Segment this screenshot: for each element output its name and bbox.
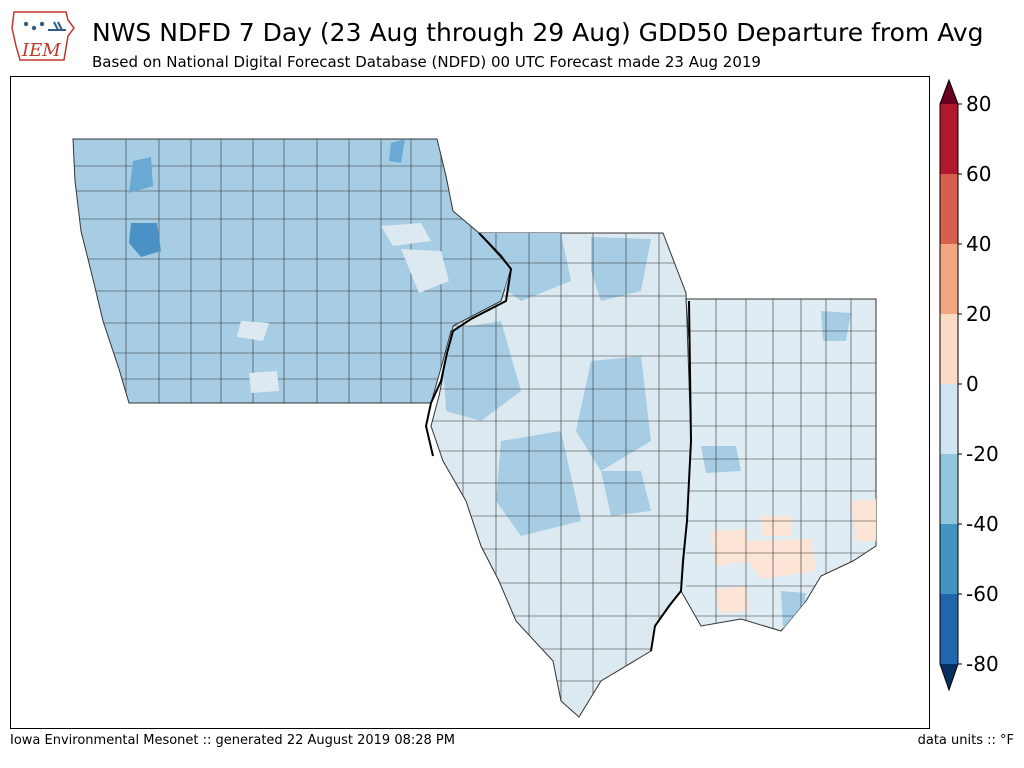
map-title: NWS NDFD 7 Day (23 Aug through 29 Aug) G… bbox=[92, 18, 984, 47]
logo-dot bbox=[39, 21, 45, 27]
warm-patch bbox=[716, 586, 749, 613]
legend-bin bbox=[940, 104, 958, 174]
cool-patch bbox=[441, 321, 521, 421]
cool-patch bbox=[701, 446, 741, 473]
legend-colorbar: 80 60 40 20 0 -20 -40 -60 -80 bbox=[939, 78, 999, 692]
legend-arrow-top bbox=[940, 80, 958, 104]
legend-bin bbox=[940, 174, 958, 244]
cold-patch bbox=[389, 139, 405, 163]
legend-tick-label: 20 bbox=[966, 302, 991, 326]
cool-patch bbox=[591, 237, 651, 301]
iowa-region bbox=[72, 138, 512, 404]
warm-patch bbox=[851, 499, 876, 541]
logo-text: IEM bbox=[21, 40, 61, 61]
warm-patch bbox=[761, 516, 791, 536]
cool-patch bbox=[821, 311, 851, 341]
footer-credit: Iowa Environmental Mesonet :: generated … bbox=[10, 733, 455, 748]
wabash-river-line bbox=[650, 300, 693, 652]
legend-bin bbox=[940, 244, 958, 314]
cool-patch bbox=[249, 371, 279, 393]
illinois-county-lines bbox=[431, 233, 691, 717]
cold-patch bbox=[129, 223, 161, 257]
footer-units: data units :: °F bbox=[917, 733, 1014, 748]
cool-patch bbox=[576, 356, 651, 471]
map-frame bbox=[10, 76, 930, 729]
cool-patch bbox=[237, 321, 269, 341]
cool-patch bbox=[401, 249, 449, 293]
iowa-anomaly-patches bbox=[129, 139, 449, 393]
warm-patch bbox=[746, 539, 816, 579]
warm-patch bbox=[711, 529, 751, 566]
cool-patch bbox=[381, 223, 431, 246]
legend-tick-label: -60 bbox=[966, 582, 999, 606]
map-subtitle: Based on National Digital Forecast Datab… bbox=[92, 53, 761, 71]
cool-patch bbox=[781, 591, 806, 629]
cool-patch bbox=[496, 431, 581, 536]
iem-logo: IEM bbox=[11, 11, 75, 61]
indiana-county-lines bbox=[686, 299, 876, 631]
legend-arrow-bottom bbox=[940, 664, 958, 690]
legend-tick-label: -80 bbox=[966, 652, 999, 676]
legend-tick-labels: 80 60 40 20 0 -20 -40 -60 -80 bbox=[966, 92, 999, 676]
legend-tick-label: 0 bbox=[966, 372, 979, 396]
legend-bin bbox=[940, 454, 958, 524]
legend-tick-label: 80 bbox=[966, 92, 991, 116]
cold-patch bbox=[129, 157, 153, 193]
legend-bin bbox=[940, 314, 958, 384]
legend-bin bbox=[940, 594, 958, 664]
legend-tick-label: -40 bbox=[966, 512, 999, 536]
legend-tick-label: -20 bbox=[966, 442, 999, 466]
legend-tick-label: 60 bbox=[966, 162, 991, 186]
legend-bin bbox=[940, 384, 958, 454]
logo-dot bbox=[31, 25, 37, 31]
legend-ticks bbox=[958, 103, 962, 665]
legend-tick-label: 40 bbox=[966, 232, 991, 256]
logo-dot bbox=[23, 21, 29, 27]
logo-wind-barb bbox=[48, 21, 66, 31]
map-canvas bbox=[72, 138, 877, 718]
legend-bin bbox=[940, 524, 958, 594]
mississippi-river-line bbox=[424, 232, 513, 457]
